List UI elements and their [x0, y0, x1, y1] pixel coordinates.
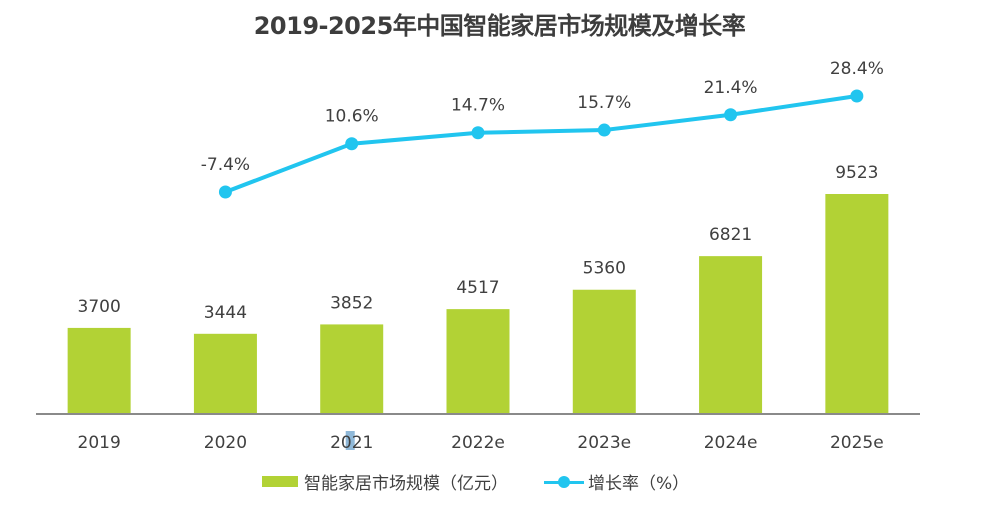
bar-2023e	[572, 289, 636, 413]
bar-2024e	[699, 256, 763, 413]
x-tick-label: 2023e	[577, 433, 631, 453]
x-tick-label: 2024e	[704, 433, 758, 453]
x-tick-label: 2020	[204, 433, 247, 453]
growth-rate-label: 28.4%	[830, 59, 884, 79]
chart-title: 2019-2025年中国智能家居市场规模及增长率	[253, 12, 746, 40]
growth-rate-line	[224, 94, 858, 194]
bar-value-label: 3700	[78, 297, 121, 317]
bar-value-label: 9523	[835, 163, 878, 183]
legend-line-marker-icon	[544, 475, 584, 488]
bar-2020	[193, 333, 257, 413]
bar-value-label: 6821	[709, 225, 752, 245]
bar-2025e	[825, 194, 889, 413]
growth-rate-label: 21.4%	[704, 78, 758, 98]
growth-point-2020	[218, 185, 232, 199]
bar-2019	[67, 327, 131, 413]
growth-point-2023e	[597, 123, 611, 137]
legend-label-growth-rate: 增长率（%）	[588, 474, 690, 494]
x-tick-label: 2025e	[830, 433, 884, 453]
growth-rate-label: -7.4%	[201, 155, 250, 175]
bar-2022e	[446, 309, 510, 413]
x-tick-label: 2019	[78, 433, 121, 453]
legend-label-market-size: 智能家居市场规模（亿元）	[304, 474, 508, 494]
bar-2021	[320, 324, 384, 413]
legend-bar-swatch-icon	[262, 476, 298, 487]
x-tick-label: 2021	[330, 433, 373, 453]
bar-value-label: 3444	[204, 303, 247, 323]
bar-value-label: 4517	[456, 278, 499, 298]
growth-rate-label: 15.7%	[577, 93, 631, 113]
text-selection-highlight	[345, 431, 355, 450]
growth-point-2025e	[850, 89, 864, 103]
bar-value-label: 5360	[583, 259, 626, 279]
growth-rate-label: 14.7%	[451, 96, 505, 116]
growth-rate-label: 10.6%	[325, 107, 379, 127]
x-tick-label: 2022e	[451, 433, 505, 453]
legend: 智能家居市场规模（亿元） 增长率（%）	[262, 469, 725, 494]
legend-item-growth-rate: 增长率（%）	[544, 469, 689, 494]
growth-point-2024e	[724, 108, 738, 122]
legend-item-market-size: 智能家居市场规模（亿元）	[262, 469, 508, 494]
growth-point-2022e	[471, 126, 485, 140]
growth-point-2021	[345, 137, 359, 151]
bar-value-label: 3852	[330, 293, 373, 313]
